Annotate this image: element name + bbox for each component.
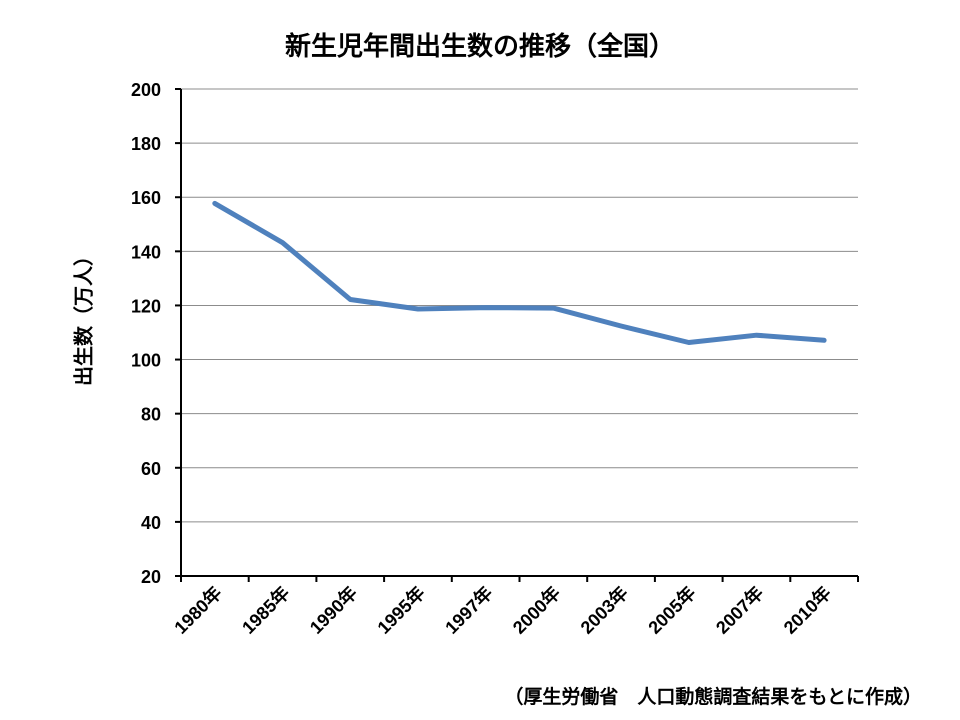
x-tick-label: 2005年 <box>644 582 700 638</box>
y-tick-label: 180 <box>131 134 161 154</box>
x-tick-label: 2003年 <box>576 582 632 638</box>
y-tick-label: 80 <box>141 405 161 425</box>
x-tick-labels: 1980年 1985年 1990年 1995年 1997年 2000年 2003年 2005年… <box>170 582 835 638</box>
y-tick-label: 100 <box>131 351 161 371</box>
y-tick-label: 140 <box>131 242 161 262</box>
y-tick-label: 20 <box>141 567 161 587</box>
source-note: （厚生労働省 人口動態調査結果をもとに作成） <box>504 686 922 708</box>
y-tick-label: 200 <box>131 80 161 100</box>
series-lines <box>212 200 827 345</box>
y-tick-label: 60 <box>141 459 161 479</box>
x-tick-label: 1997年 <box>441 582 497 638</box>
x-tick-label: 1985年 <box>237 582 293 638</box>
x-tick-label: 1995年 <box>373 582 429 638</box>
y-tick-labels: 20 40 60 80 100 120 140 160 180 200 <box>131 80 161 587</box>
y-tick-label: 40 <box>141 513 161 533</box>
axes <box>175 88 859 582</box>
x-tick-label: 1990年 <box>305 582 361 638</box>
y-tick-label: 120 <box>131 296 161 316</box>
x-tick-label: 2007年 <box>711 582 767 638</box>
series-line <box>212 200 827 345</box>
x-tick-label: 2010年 <box>779 582 835 638</box>
gridlines <box>181 88 858 523</box>
x-tick-label: 1980年 <box>170 582 226 638</box>
chart-title: 新生児年間出生数の推移（全国） <box>284 32 675 62</box>
x-tick-label: 2000年 <box>508 582 564 638</box>
y-tick-label: 160 <box>131 188 161 208</box>
